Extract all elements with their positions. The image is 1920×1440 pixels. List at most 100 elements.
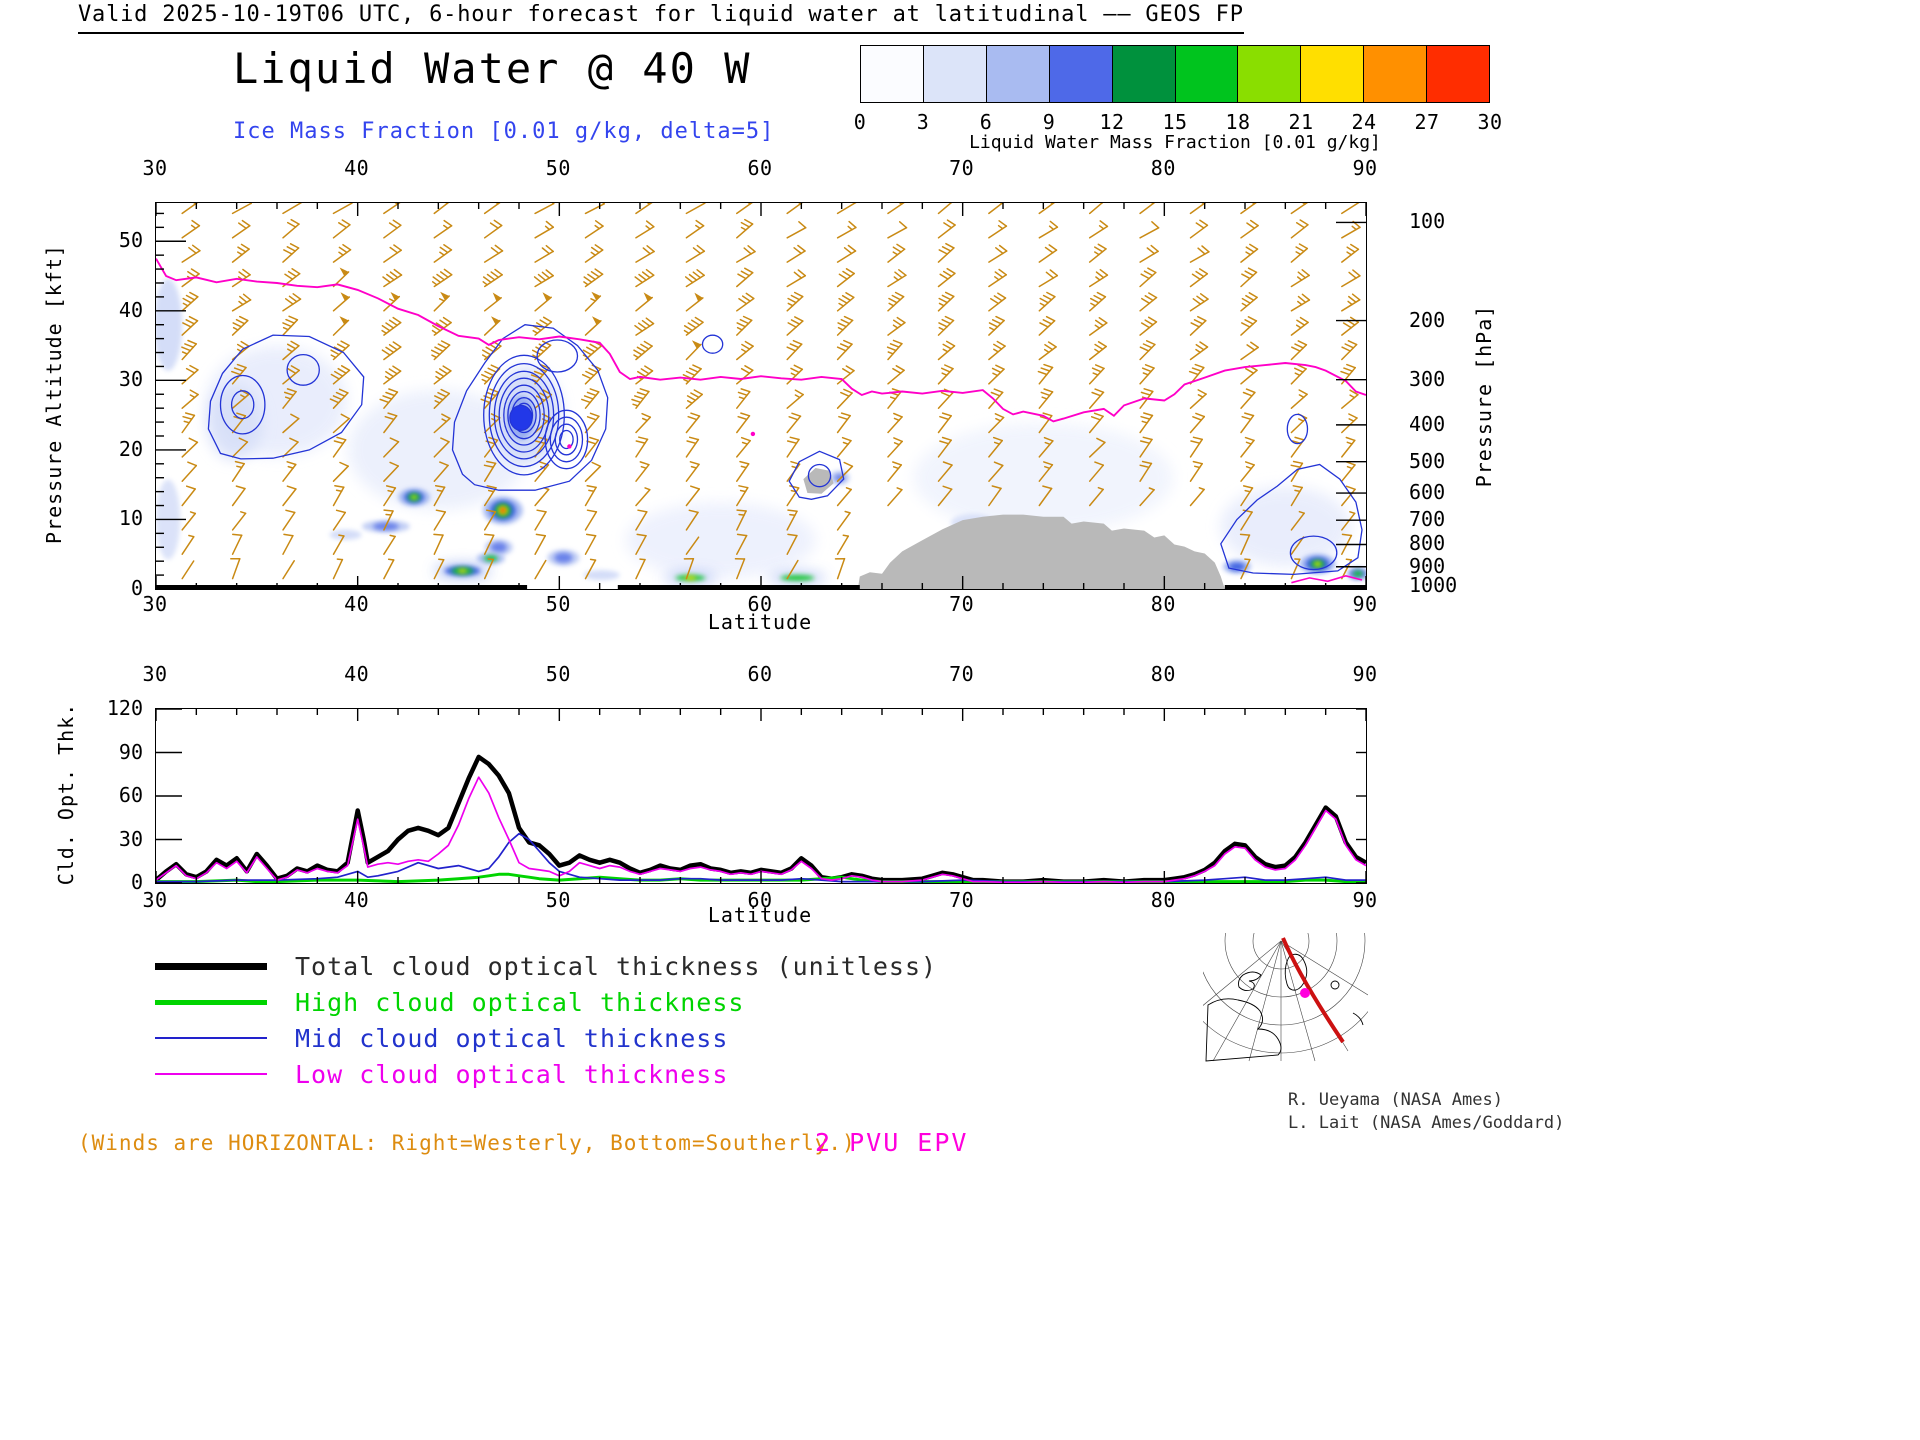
lat-tick-top2: 40 [344,662,370,686]
lat-tick-bottom: 70 [949,592,975,616]
lat-tick-top: 40 [344,156,370,180]
latitude-axis-title-main: Latitude [707,610,813,634]
epv-dot [750,431,756,437]
lat-tick-bottom2: 50 [545,888,571,912]
colorbar-tick: 30 [1477,110,1503,134]
lat-tick-top2: 30 [142,662,168,686]
axis-ticks-bottom [156,709,1366,883]
colorbar-tick: 18 [1225,110,1251,134]
terrain-silhouette [803,468,834,494]
lat-tick-top: 80 [1150,156,1176,180]
pressure-tick: 300 [1409,366,1446,391]
lat-tick-top: 30 [142,156,168,180]
legend-line-sample [155,999,267,1005]
legend-label: Total cloud optical thickness (unitless) [295,951,938,981]
colorbar-tick: 9 [1042,110,1056,134]
kft-tick: 30 [118,367,143,392]
lat-tick-bottom2: 60 [747,888,773,912]
surface-bar [617,585,860,589]
legend-line-sample [155,1073,267,1075]
lat-tick-bottom2: 30 [142,888,168,912]
colorbar-tick: 27 [1414,110,1440,134]
latitude-axis-title-bottom: Latitude [707,903,813,927]
lat-tick-bottom: 50 [545,592,571,616]
colorbar-segment [1175,46,1239,102]
legend-label: High cloud optical thickness [295,987,745,1017]
winds-note: (Winds are HORIZONTAL: Right=Westerly, B… [78,1131,856,1155]
legend: Total cloud optical thickness (unitless)… [155,948,937,1092]
lat-tick-top: 90 [1352,156,1378,180]
lat-tick-top: 60 [747,156,773,180]
colorbar-tick: 24 [1351,110,1377,134]
colorbar-segment [1427,46,1490,102]
colorbar-segment [861,46,924,102]
surface-bar [156,585,528,589]
lat-tick-bottom: 80 [1150,592,1176,616]
opt-thk-tick: 90 [118,739,143,764]
lat-tick-top2: 80 [1150,662,1176,686]
lat-tick-bottom2: 40 [344,888,370,912]
colorbar-label: Liquid Water Mass Fraction [0.01 g/kg] [969,132,1381,153]
colorbar-segment [1364,46,1428,102]
colorbar [860,45,1490,103]
surface-bar [1224,585,1366,589]
lat-tick-bottom: 40 [344,592,370,616]
kft-tick: 40 [118,297,143,322]
opt-thk-tick: 60 [118,783,143,807]
map-coastlines [1205,953,1364,1062]
epv-label: 2 PVU EPV [815,1128,969,1157]
opt-thk-tick: 30 [118,826,143,851]
location-dot [1300,988,1310,998]
lat-tick-bottom2: 90 [1352,888,1378,912]
lat-tick-top: 50 [545,156,571,180]
lat-tick-top2: 70 [949,662,975,686]
colorbar-segment [1112,46,1176,102]
liquid-water-shading [156,278,1366,583]
epv-dot [567,444,572,449]
pressure-altitude-axis-title: Pressure Altitude [kft] [42,244,66,544]
legend-row: Mid cloud optical thickness [155,1020,937,1056]
colorbar-tick: 0 [853,110,867,134]
colorbar-segment [986,46,1050,102]
series-0 [156,754,1366,883]
lat-tick-bottom: 30 [142,592,168,616]
lat-tick-bottom: 90 [1352,592,1378,616]
optical-thickness-plot [155,708,1367,884]
series-3 [156,776,1366,883]
colorbar-segment [1301,46,1365,102]
pressure-tick: 800 [1409,531,1446,556]
lat-tick-bottom2: 80 [1150,888,1176,912]
optical-thickness-canvas [156,709,1366,883]
colorbar-tick: 12 [1099,110,1125,134]
legend-row: Total cloud optical thickness (unitless) [155,948,937,984]
pressure-tick: 100 [1409,209,1446,234]
colorbar-tick: 6 [979,110,993,134]
pressure-tick: 200 [1409,307,1446,332]
colorbar-tick: 21 [1288,110,1314,134]
map-graticule [1203,933,1368,1062]
terrain-silhouette [857,514,1225,589]
kft-tick: 0 [130,576,143,600]
page-title: Liquid Water @ 40 W [233,44,752,93]
pressure-tick: 400 [1409,411,1446,436]
credit-line-1: R. Ueyama (NASA Ames) [1288,1090,1503,1110]
ice-mass-subtitle: Ice Mass Fraction [0.01 g/kg, delta=5] [233,119,775,144]
legend-label: Mid cloud optical thickness [295,1023,729,1053]
cld-opt-thk-axis-title: Cld. Opt. Thk. [54,702,78,886]
pressure-tick: 500 [1409,448,1446,473]
lat-tick-top2: 60 [747,662,773,686]
opt-thk-tick: 120 [106,696,143,720]
pressure-tick: 1000 [1409,573,1458,598]
legend-line-sample [155,962,267,970]
legend-line-sample [155,1036,267,1040]
cross-section-plot [155,202,1367,590]
map-inset [1203,933,1368,1062]
flight-track-line [1281,937,1345,1044]
legend-row: High cloud optical thickness [155,984,937,1020]
tropopause-2pvu-line [156,258,1366,423]
wind-barbs-layer [181,203,1361,580]
axis-ticks-main [156,203,1366,589]
lat-tick-top2: 90 [1352,662,1378,686]
opt-thk-tick: 0 [130,870,143,894]
